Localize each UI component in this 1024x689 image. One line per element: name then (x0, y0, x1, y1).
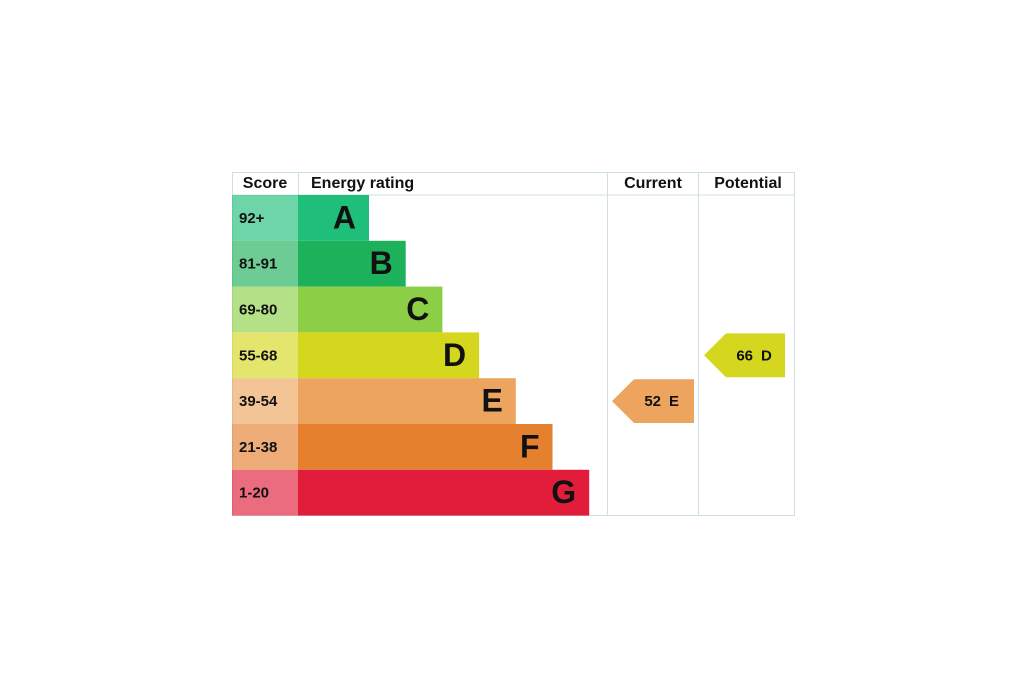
band-score: 81-91 (239, 256, 277, 273)
band-bar (298, 195, 369, 241)
band-bar (298, 378, 516, 424)
band-score: 55-68 (239, 347, 277, 364)
band-letter: D (443, 337, 466, 373)
band-letter: G (551, 474, 576, 510)
current-arrow (612, 379, 694, 423)
band-score: 69-80 (239, 301, 277, 318)
band-bar (298, 286, 443, 333)
potential-arrow (704, 333, 785, 378)
header-rating: Energy rating (311, 175, 414, 192)
header-potential: Potential (714, 175, 782, 192)
band-letter: B (370, 245, 393, 281)
band-letter: E (481, 383, 502, 419)
header-current: Current (624, 175, 682, 192)
score-cell (232, 286, 298, 333)
score-cell (232, 469, 298, 516)
band-score: 92+ (239, 210, 265, 227)
score-cell (232, 240, 298, 287)
header-score: Score (243, 175, 288, 192)
band-letter: C (406, 291, 429, 327)
score-cell (232, 424, 298, 470)
score-cell (232, 332, 298, 379)
current-score: 52 (644, 393, 661, 410)
band-letter: F (520, 428, 540, 464)
band-bar (298, 424, 553, 470)
band-score: 21-38 (239, 439, 277, 456)
band-score: 39-54 (239, 393, 278, 410)
potential-score: 66 (736, 347, 753, 364)
score-cell (232, 378, 298, 424)
score-cell (232, 195, 298, 241)
band-letter: A (333, 199, 356, 235)
potential-band: D (761, 347, 772, 364)
current-band: E (669, 393, 679, 410)
band-bar (298, 469, 590, 516)
band-score: 1-20 (239, 485, 269, 502)
band-bar (298, 240, 406, 287)
band-bar (298, 332, 480, 379)
